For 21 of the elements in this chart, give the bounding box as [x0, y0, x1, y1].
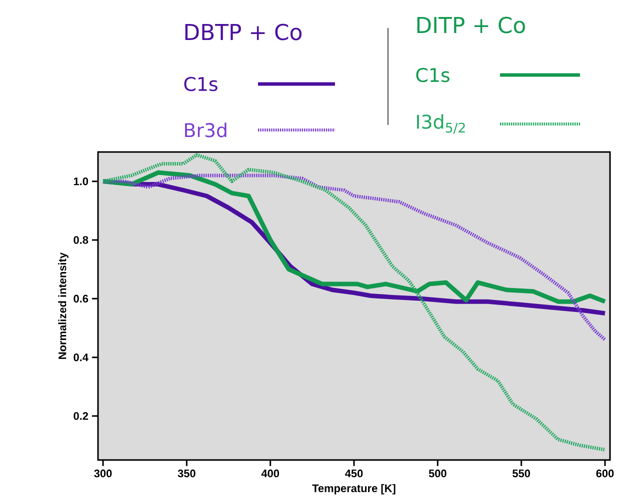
- legend-label: Br3d: [185, 122, 226, 138]
- text: C1s: [416, 68, 450, 82]
- text: DBTP + Co: [185, 24, 302, 40]
- y-axis-title: Normalized intensity: [58, 252, 68, 360]
- x-tick-label: 500: [428, 470, 446, 478]
- x-tick-label: 600: [596, 470, 614, 478]
- x-tick-label: 400: [261, 470, 280, 478]
- line-series: [101, 153, 607, 452]
- x-tick-label: 350: [178, 470, 196, 478]
- y-tick-label: 0.4: [74, 354, 88, 362]
- y-tick-label: 0.2: [74, 412, 88, 420]
- x-tick-label: 550: [512, 470, 530, 478]
- x-tick-label: 450: [345, 470, 363, 478]
- y-tick-label: 0.8: [74, 236, 88, 244]
- y-tick-label: 1.0: [74, 178, 88, 186]
- x-tick-label: 300: [94, 470, 112, 478]
- x-axis-title: Temperature [K]: [312, 484, 396, 494]
- legend-label: C1s: [184, 77, 218, 92]
- text: DITP + Co: [417, 16, 525, 34]
- legend-label: I3d$_{5/2}$: [417, 114, 465, 134]
- y-tick-label: 0.6: [74, 294, 88, 303]
